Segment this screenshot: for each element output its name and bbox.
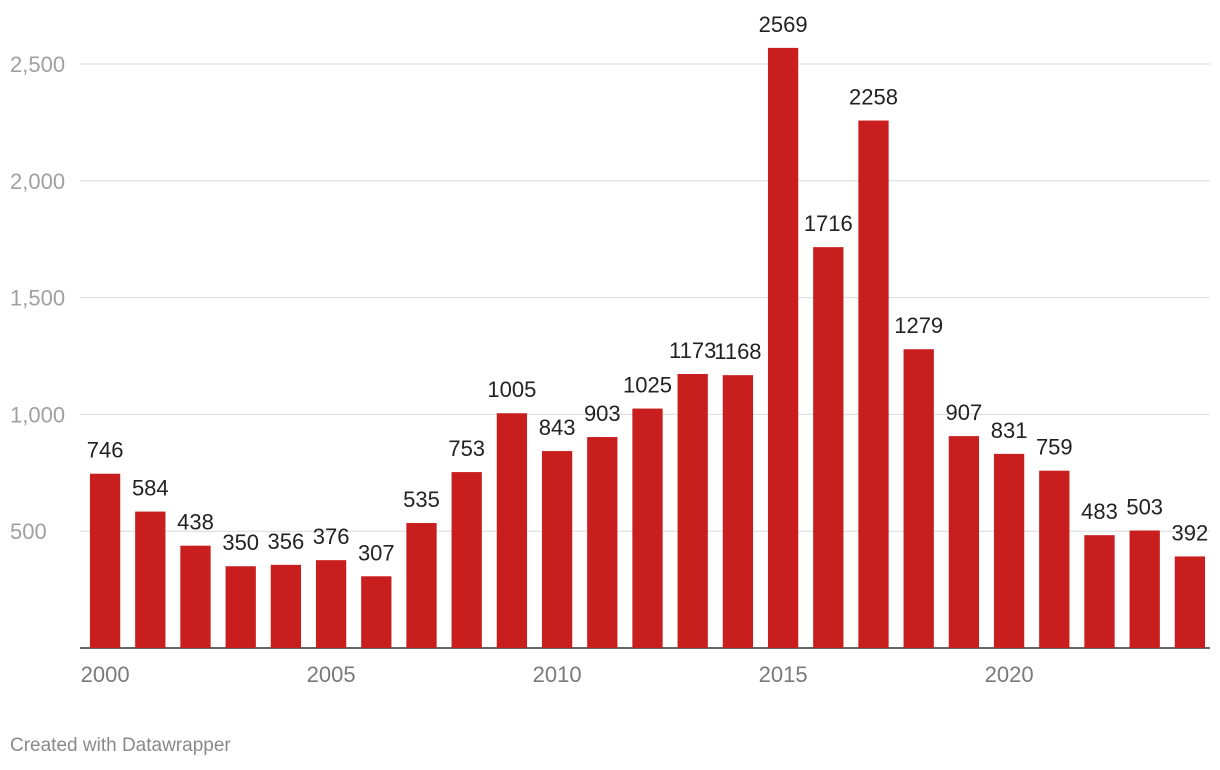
bar [903,349,934,648]
data-label: 356 [268,529,305,554]
data-label: 1716 [804,211,853,236]
bar [406,523,437,648]
y-tick-label: 2,000 [10,169,65,194]
bar [89,473,121,648]
data-label: 584 [132,476,169,501]
bar [315,560,347,648]
bar [135,511,166,648]
data-label: 1005 [487,377,536,402]
data-label: 746 [87,438,124,463]
bars [89,47,1206,649]
y-tick-label: 1,000 [10,402,65,427]
x-tick-label: 2020 [985,662,1034,687]
data-label: 350 [222,530,259,555]
y-tick-label: 1,500 [10,286,65,311]
data-label: 843 [539,415,576,440]
data-label: 759 [1036,435,1073,460]
bar [496,413,528,648]
data-label: 907 [946,400,983,425]
data-label: 503 [1126,494,1163,519]
bar [677,373,708,648]
data-label: 1173 [669,338,716,363]
bar [270,564,302,648]
data-label: 831 [991,418,1028,443]
bar [1084,535,1115,648]
bar [858,120,889,649]
data-label: 307 [358,540,395,565]
data-label: 2569 [759,12,808,37]
data-label: 1025 [623,373,672,398]
bar [1174,556,1206,648]
data-label: 903 [584,401,621,426]
data-label: 483 [1081,499,1118,524]
data-label: 2258 [849,85,898,110]
bar [451,472,482,648]
bar [180,545,211,648]
data-label: 753 [448,436,485,461]
y-axis-ticks: 500 1,000 1,500 2,000 2,500 [10,52,65,544]
data-label: 1279 [894,313,943,338]
data-label: 1168 [714,339,761,364]
bar [1129,530,1160,648]
y-tick-label: 500 [10,519,47,544]
data-label: 535 [403,487,440,512]
bar [361,576,392,648]
bar [993,453,1025,648]
x-axis-ticks: 2000 2005 2010 2015 2020 [81,662,1034,687]
bar [767,47,799,649]
bar [632,408,663,648]
x-tick-label: 2000 [81,662,130,687]
x-tick-label: 2005 [307,662,356,687]
bar [948,436,980,648]
bar [813,247,844,648]
chart-credit: Created with Datawrapper [10,735,231,756]
y-tick-label: 2,500 [10,52,65,77]
bar [722,375,754,648]
data-label: 392 [1172,520,1209,545]
data-label: 438 [177,510,214,535]
x-tick-label: 2015 [759,662,808,687]
bar [1039,470,1070,648]
bar [225,566,256,648]
x-tick-label: 2010 [533,662,582,687]
data-label: 376 [313,524,350,549]
bar [541,451,573,648]
bar [587,437,618,648]
